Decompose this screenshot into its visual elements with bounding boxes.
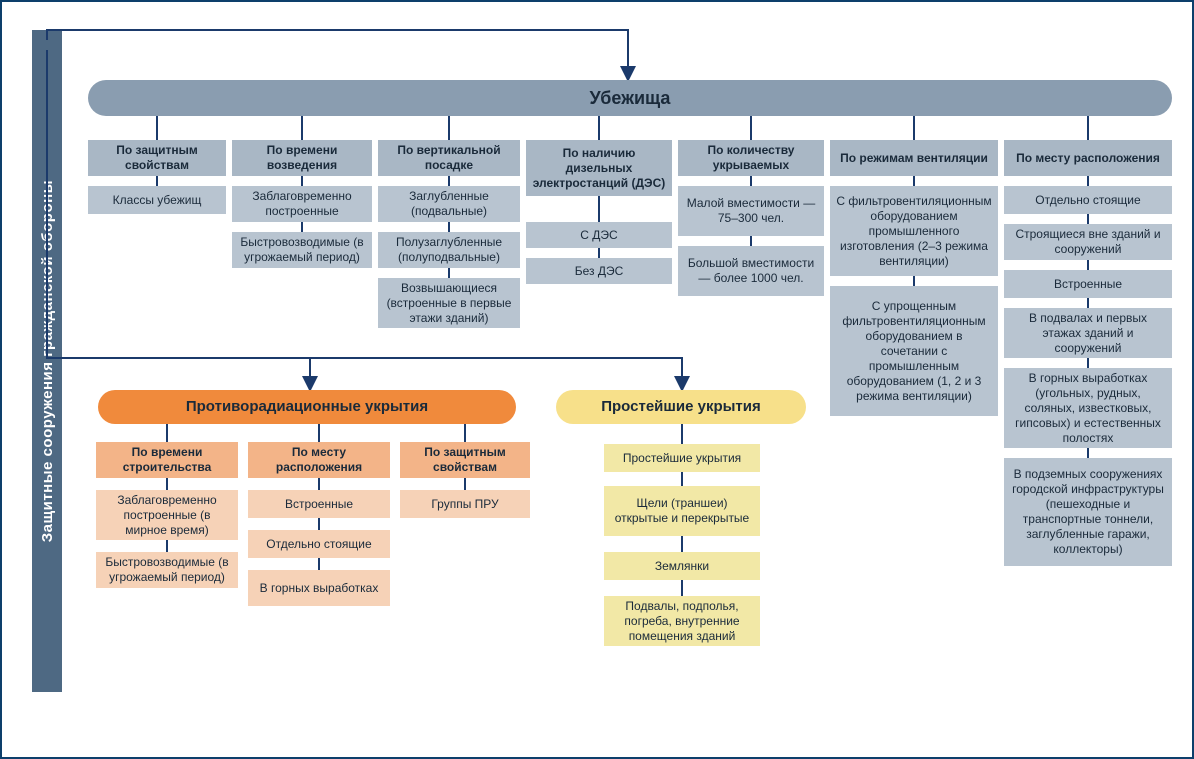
shelters-col6-item3: В подвалах и первых этажах зданий и соор… bbox=[1004, 308, 1172, 358]
shelters-col6-item4: В горных выработках (угольных, рудных, с… bbox=[1004, 368, 1172, 448]
antirad-col2-item0: Группы ПРУ bbox=[400, 490, 530, 518]
shelters-col-header-2: По вертикальной посадке bbox=[378, 140, 520, 176]
shelters-col6-item0: Отдельно стоящие bbox=[1004, 186, 1172, 214]
shelters-col2-item2: Возвышающиеся (встроенные в первые этажи… bbox=[378, 278, 520, 328]
shelters-col3-item1: Без ДЭС bbox=[526, 258, 672, 284]
shelters-col1-item0: Заблаговременно построенные bbox=[232, 186, 372, 222]
antirad-col-header-2: По защитным свойствам bbox=[400, 442, 530, 478]
shelters-col-header-3: По наличию дизельных электростанций (ДЭС… bbox=[526, 140, 672, 196]
antirad-col1-item1: Отдельно стоящие bbox=[248, 530, 390, 558]
root-sidebar: Защитные сооружения гражданской обороны bbox=[32, 30, 62, 692]
antirad-col1-item2: В горных выработках bbox=[248, 570, 390, 606]
antirad-col-header-1: По месту расположения bbox=[248, 442, 390, 478]
shelters-col-header-4: По количеству укрываемых bbox=[678, 140, 824, 176]
shelters-col2-item0: Заглубленные (подвальные) bbox=[378, 186, 520, 222]
shelters-col5-item0: С фильтровентиляционным оборудованием пр… bbox=[830, 186, 998, 276]
shelters-col3-item0: С ДЭС bbox=[526, 222, 672, 248]
root-title: Защитные сооружения гражданской обороны bbox=[39, 180, 56, 542]
shelters-col2-item1: Полузаглубленные (полуподвальные) bbox=[378, 232, 520, 268]
simple-pill: Простейшие укрытия bbox=[556, 390, 806, 424]
shelters-pill: Убежища bbox=[88, 80, 1172, 116]
shelters-col0-item0: Классы убежищ bbox=[88, 186, 226, 214]
antirad-col-header-0: По времени строительства bbox=[96, 442, 238, 478]
shelters-col6-item2: Встроенные bbox=[1004, 270, 1172, 298]
simple-item3: Подвалы, подполья, погреба, внутренние п… bbox=[604, 596, 760, 646]
antirad-col1-item0: Встроенные bbox=[248, 490, 390, 518]
antirad-pill: Противорадиационные укрытия bbox=[98, 390, 516, 424]
shelters-col6-item5: В подземных сооружениях городской инфрас… bbox=[1004, 458, 1172, 566]
shelters-col1-item1: Быстровозводимые (в угрожаемый период) bbox=[232, 232, 372, 268]
shelters-col-header-0: По защитным свойствам bbox=[88, 140, 226, 176]
shelters-col6-item1: Строящиеся вне зданий и сооружений bbox=[1004, 224, 1172, 260]
antirad-col0-item0: Заблаговременно построенные (в мирное вр… bbox=[96, 490, 238, 540]
shelters-col-header-5: По режимам вентиляции bbox=[830, 140, 998, 176]
simple-item2: Землянки bbox=[604, 552, 760, 580]
shelters-col-header-1: По времени возведения bbox=[232, 140, 372, 176]
shelters-col4-item1: Большой вместимости — более 1000 чел. bbox=[678, 246, 824, 296]
shelters-col4-item0: Малой вместимости — 75–300 чел. bbox=[678, 186, 824, 236]
antirad-col0-item1: Быстровозводимые (в угрожаемый период) bbox=[96, 552, 238, 588]
simple-item1: Щели (траншеи) открытые и перекрытые bbox=[604, 486, 760, 536]
shelters-col5-item1: С упрощенным фильтровентиляционным обору… bbox=[830, 286, 998, 416]
simple-item0: Простейшие укрытия bbox=[604, 444, 760, 472]
shelters-col-header-6: По месту расположения bbox=[1004, 140, 1172, 176]
